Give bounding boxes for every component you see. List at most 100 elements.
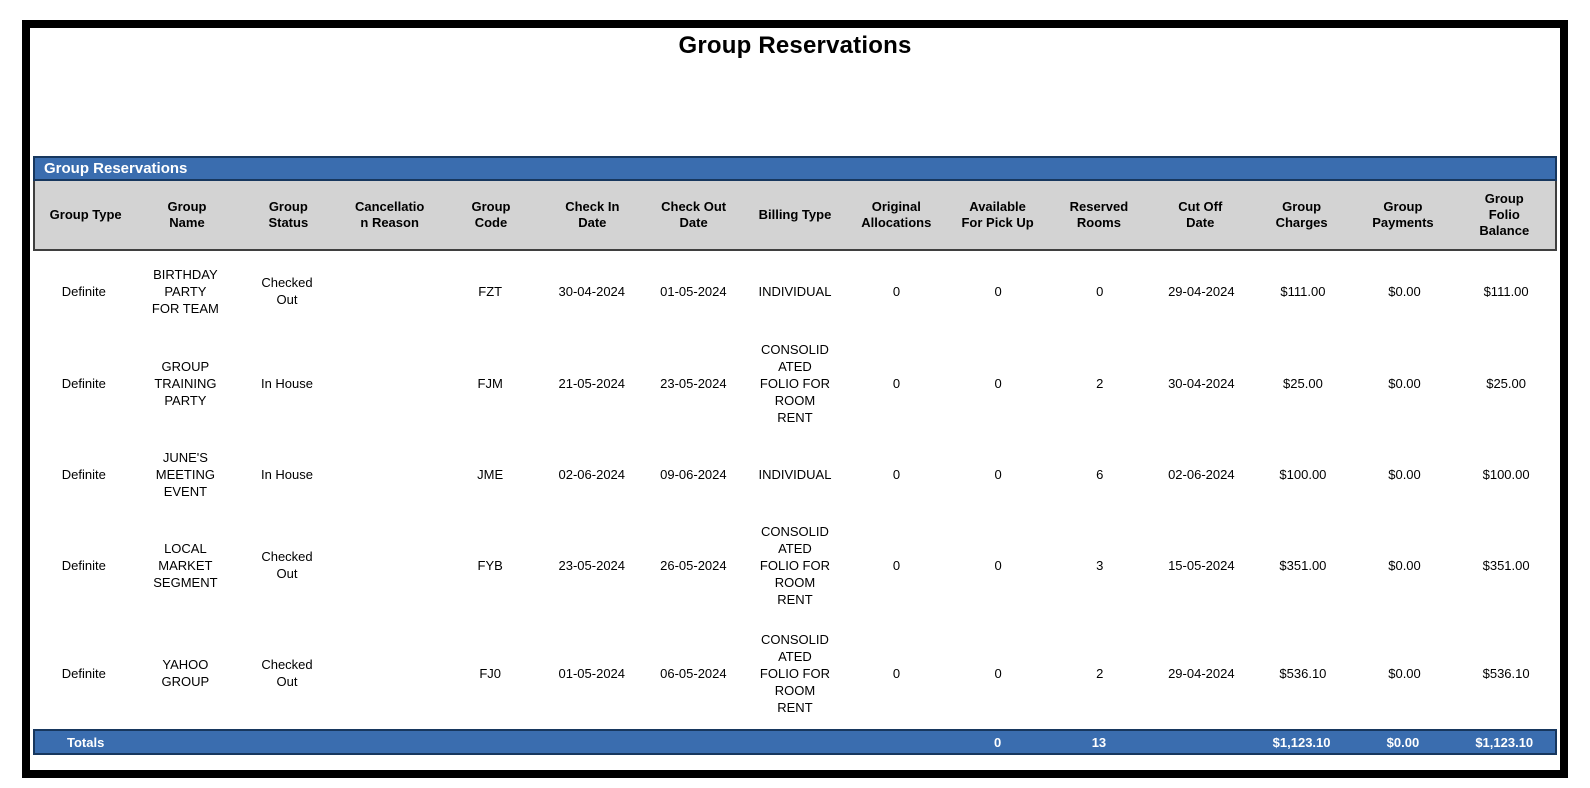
cell-check-in-date: 21-05-2024	[558, 375, 626, 391]
cell-group-payments: $0.00	[1388, 557, 1421, 573]
cell-check-out-date: 09-06-2024	[660, 466, 727, 482]
cell-check-in-date: 30-04-2024	[558, 283, 626, 299]
table-row: Definite JUNE'S MEETING EVENT In House J…	[33, 435, 1557, 513]
totals-label: Totals	[67, 734, 105, 750]
cell-group-status: Checked Out	[261, 657, 313, 689]
column-header-check-out-date: Check Out Date	[661, 199, 727, 230]
table-section-bar: Group Reservations	[33, 156, 1557, 181]
cell-group-type: Definite	[61, 557, 106, 573]
cell-check-in-date: 02-06-2024	[558, 466, 626, 482]
cell-original-allocations: 0	[892, 375, 901, 391]
table-row: Definite GROUP TRAINING PARTY In House F…	[33, 331, 1557, 435]
cell-check-out-date: 26-05-2024	[660, 557, 727, 573]
cell-group-charges: $111.00	[1280, 283, 1326, 299]
cell-check-out-date: 23-05-2024	[660, 375, 727, 391]
cell-reserved-rooms: 3	[1096, 557, 1104, 573]
column-header-original-allocations: Original Allocations	[861, 199, 932, 230]
cell-group-payments: $0.00	[1388, 665, 1421, 681]
cell-billing-type: INDIVIDUAL	[758, 466, 832, 482]
totals-group-code	[440, 731, 541, 753]
cell-billing-type: CONSOLID ATED FOLIO FOR ROOM RENT	[759, 631, 830, 715]
column-header-group-charges: Group Charges	[1275, 199, 1328, 230]
cell-group-payments: $0.00	[1388, 283, 1421, 299]
page-border-frame: Group Reservations Group Reservations Gr…	[22, 20, 1568, 778]
table-header-row: Group Type Group Name Group Status Cance…	[33, 181, 1557, 251]
cell-cut-off-date: 29-04-2024	[1168, 665, 1235, 681]
cell-billing-type: CONSOLID ATED FOLIO FOR ROOM RENT	[759, 341, 830, 425]
cell-available-for-pick-up: 0	[994, 466, 1002, 482]
column-header-billing-type: Billing Type	[758, 207, 832, 222]
cell-group-status: In House	[260, 466, 313, 482]
group-reservations-table: Group Reservations Group Type Group Name…	[33, 156, 1557, 755]
cell-original-allocations: 0	[892, 466, 901, 482]
cell-check-out-date: 06-05-2024	[660, 665, 727, 681]
column-header-available-for-pick-up: Available For Pick Up	[961, 199, 1034, 230]
cell-group-folio-balance: $351.00	[1482, 557, 1530, 573]
cell-reserved-rooms: 6	[1096, 466, 1104, 482]
cell-available-for-pick-up: 0	[994, 557, 1002, 573]
cell-reserved-rooms: 2	[1096, 665, 1104, 681]
column-header-group-folio-balance: Group Folio Balance	[1479, 191, 1530, 238]
column-header-cut-off-date: Cut Off Date	[1178, 199, 1223, 230]
cell-group-name: JUNE'S MEETING EVENT	[155, 449, 215, 499]
cell-group-charges: $536.10	[1279, 665, 1327, 681]
totals-billing-type	[744, 731, 845, 753]
cell-cancellation-reason	[338, 513, 440, 617]
cell-billing-type: INDIVIDUAL	[758, 283, 832, 299]
table-row: Definite YAHOO GROUP Checked Out FJ0 01-…	[33, 617, 1557, 729]
cell-group-folio-balance: $536.10	[1482, 665, 1530, 681]
cell-billing-type: CONSOLID ATED FOLIO FOR ROOM RENT	[759, 523, 830, 607]
cell-group-type: Definite	[61, 283, 106, 299]
cell-available-for-pick-up: 0	[994, 283, 1002, 299]
cell-group-status: In House	[260, 375, 313, 391]
cell-group-type: Definite	[61, 375, 106, 391]
cell-group-code: FYB	[477, 557, 503, 573]
cell-group-charges: $351.00	[1279, 557, 1327, 573]
cell-group-payments: $0.00	[1388, 466, 1421, 482]
cell-group-name: BIRTHDAY PARTY FOR TEAM	[151, 266, 219, 316]
cell-original-allocations: 0	[892, 665, 901, 681]
totals-reserved-rooms: 13	[1091, 734, 1107, 750]
cell-group-charges: $25.00	[1283, 375, 1323, 391]
cell-group-folio-balance: $25.00	[1486, 375, 1526, 391]
totals-check-out-date	[643, 731, 744, 753]
column-header-reserved-rooms: Reserved Rooms	[1069, 199, 1129, 230]
cell-group-code: FJ0	[479, 665, 501, 681]
totals-group-folio-balance: $1,123.10	[1475, 734, 1534, 750]
table-row: Definite LOCAL MARKET SEGMENT Checked Ou…	[33, 513, 1557, 617]
cell-group-charges: $100.00	[1279, 466, 1327, 482]
cell-group-code: FJM	[477, 375, 503, 391]
cell-group-status: Checked Out	[261, 549, 313, 581]
cell-group-type: Definite	[61, 665, 106, 681]
column-header-check-in-date: Check In Date	[565, 199, 620, 230]
cell-cancellation-reason	[338, 251, 440, 331]
cell-group-type: Definite	[61, 466, 106, 482]
cell-reserved-rooms: 2	[1096, 375, 1104, 391]
cell-cut-off-date: 30-04-2024	[1168, 375, 1235, 391]
column-header-group-type: Group Type	[49, 207, 122, 222]
cell-group-name: LOCAL MARKET SEGMENT	[153, 540, 218, 590]
column-header-group-payments: Group Payments	[1372, 199, 1434, 230]
cell-check-in-date: 23-05-2024	[558, 557, 626, 573]
totals-group-payments: $0.00	[1386, 734, 1420, 750]
cell-group-name: YAHOO GROUP	[161, 657, 210, 689]
totals-cut-off-date	[1150, 731, 1251, 753]
cell-group-status: Checked Out	[261, 275, 313, 307]
totals-original-allocations	[846, 731, 947, 753]
cell-available-for-pick-up: 0	[994, 665, 1002, 681]
column-header-group-code: Group Code	[471, 199, 511, 230]
cell-group-code: JME	[477, 466, 504, 482]
cell-group-folio-balance: $100.00	[1482, 466, 1530, 482]
totals-check-in-date	[542, 731, 643, 753]
cell-cut-off-date: 02-06-2024	[1168, 466, 1235, 482]
totals-cancellation-reason	[339, 731, 440, 753]
cell-available-for-pick-up: 0	[994, 375, 1002, 391]
totals-group-name	[136, 731, 237, 753]
cell-cancellation-reason	[338, 331, 440, 435]
cell-group-name: GROUP TRAINING PARTY	[154, 358, 217, 408]
column-header-group-name: Group Name	[167, 199, 207, 230]
table-row: Definite BIRTHDAY PARTY FOR TEAM Checked…	[33, 251, 1557, 331]
cell-cut-off-date: 29-04-2024	[1168, 283, 1235, 299]
totals-row: Totals 0 13 $1,123.10 $0.00 $1,123.10	[33, 729, 1557, 755]
